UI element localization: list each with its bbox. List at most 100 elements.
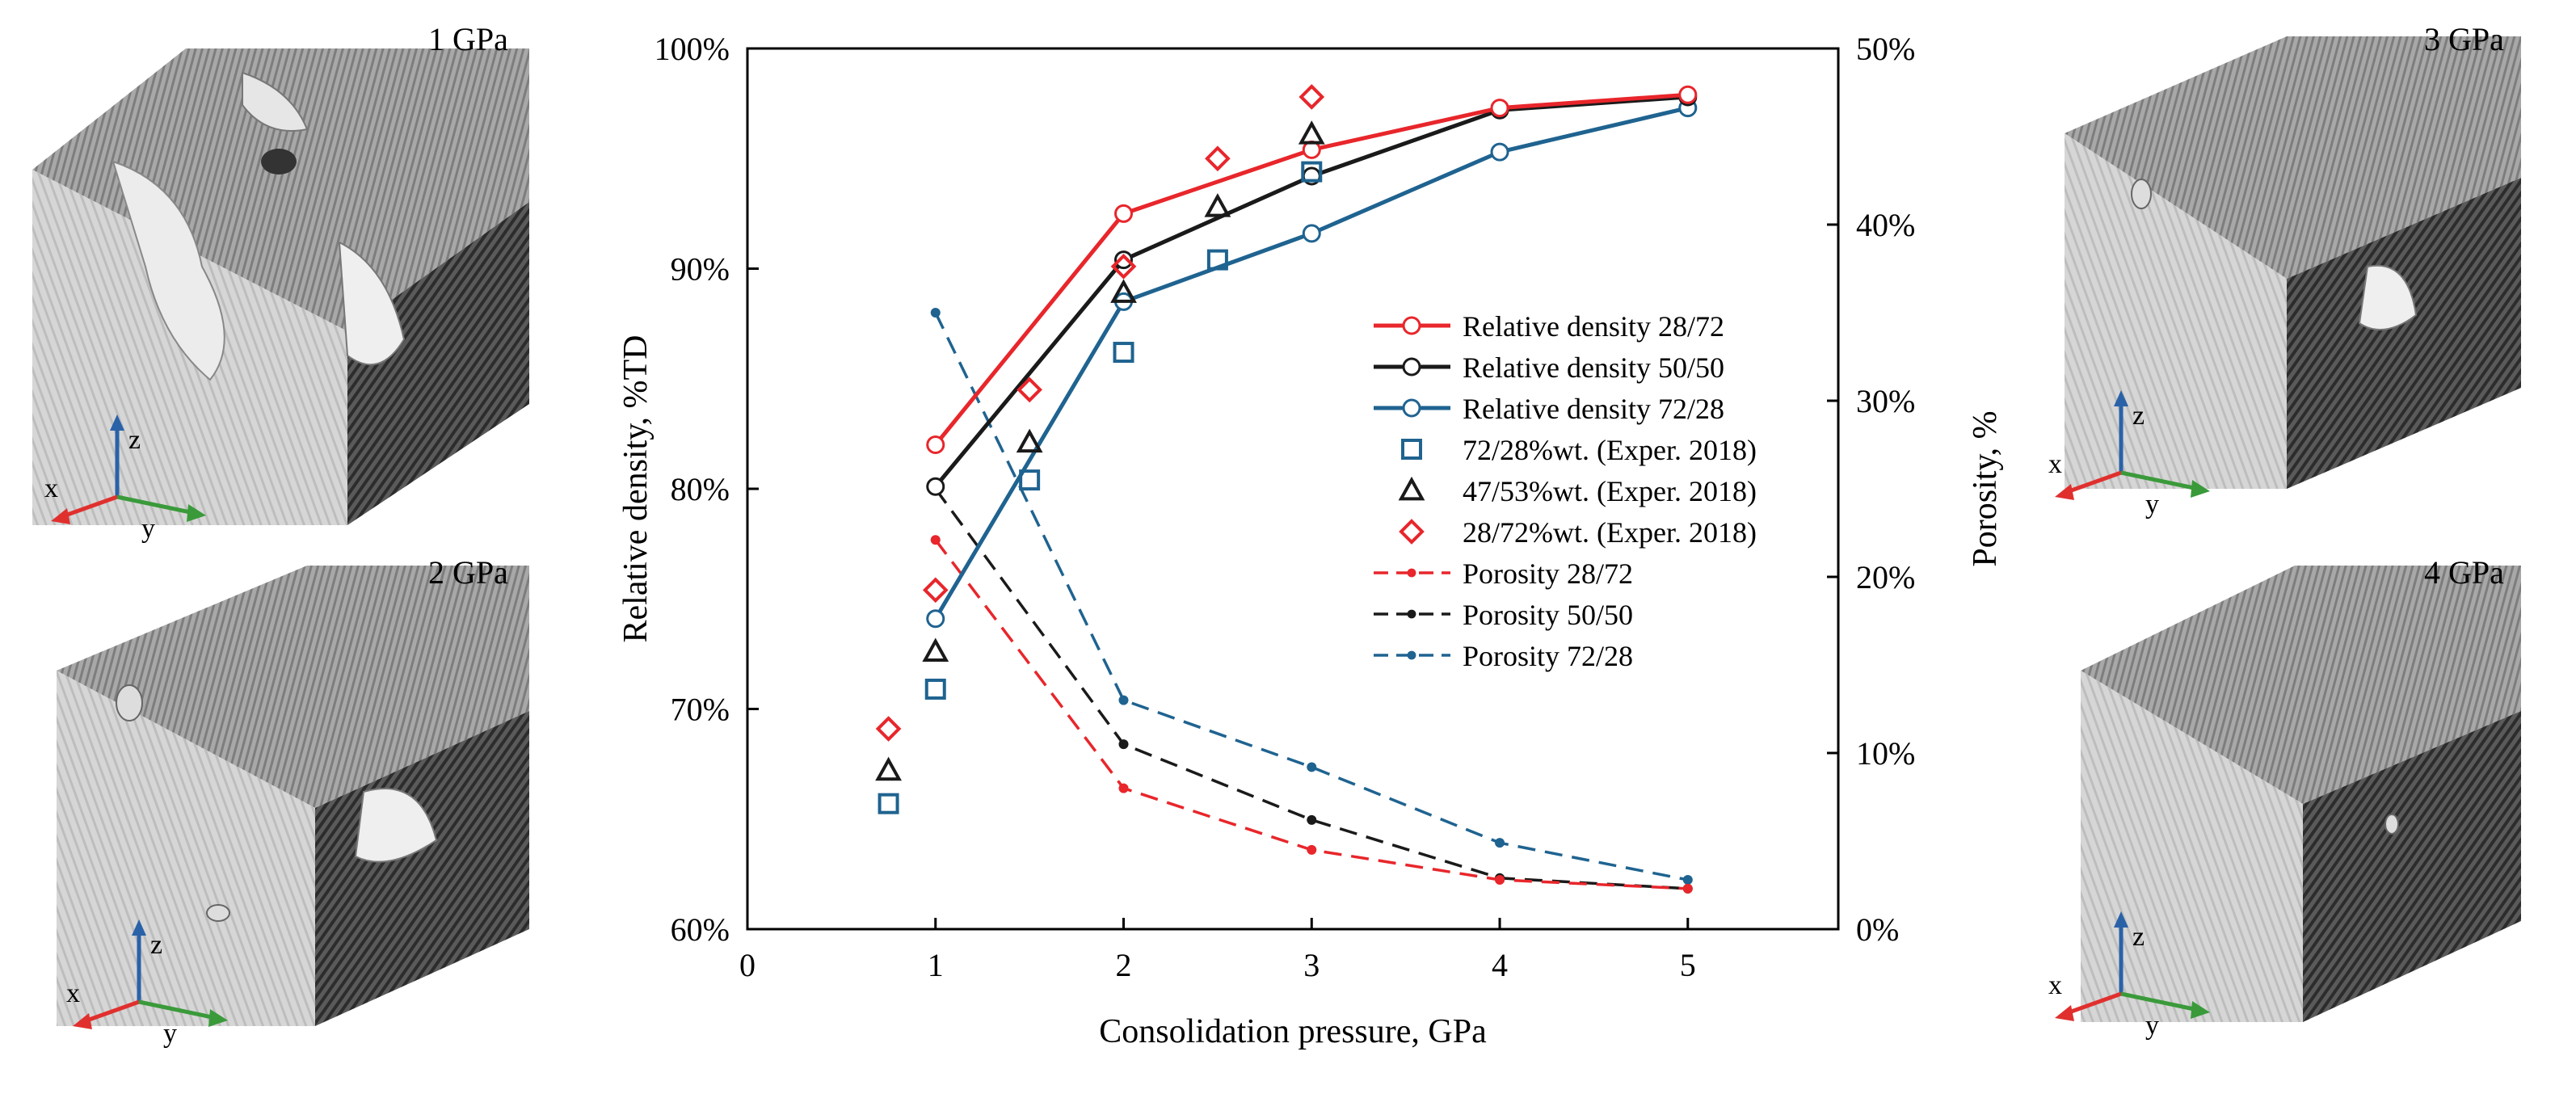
data-point	[875, 756, 902, 781]
legend-label: 47/53%wt. (Exper. 2018)	[1463, 475, 1757, 507]
axis-x-label: x	[2048, 970, 2062, 1000]
data-point	[924, 678, 946, 700]
data-point	[1019, 469, 1041, 491]
cube-image	[2065, 36, 2521, 489]
y-tick-labels: 60% 70% 80% 90% 100%	[655, 31, 730, 948]
data-point	[1407, 568, 1416, 578]
y-tick-label: 70%	[671, 692, 730, 728]
data-point	[1682, 874, 1693, 885]
axis-x-label: x	[2048, 449, 2062, 479]
axis-ticks	[746, 47, 1838, 931]
x-tick-label: 0	[739, 947, 756, 983]
y2-tick-labels: 0% 10% 20% 30% 40% 50%	[1856, 31, 1915, 948]
data-point	[1118, 783, 1129, 793]
cube-image	[32, 48, 529, 525]
axis-y-label: y	[141, 514, 155, 544]
chart: 0 1 2 3 4 5 60% 70% 80% 90% 100% 0% 10% 20% 30% 40% 50…	[617, 31, 2004, 1050]
legend-item: Relative density 72/28	[1374, 393, 1724, 425]
data-point	[1490, 99, 1509, 118]
legend-item: Porosity 50/50	[1374, 599, 1633, 631]
y-tick-label: 100%	[655, 31, 730, 67]
y-tick-label: 60%	[671, 911, 730, 948]
legend-item: Porosity 28/72	[1374, 557, 1633, 590]
data-point	[1017, 377, 1042, 403]
legend-label: Relative density 50/50	[1463, 351, 1724, 384]
data-point	[1302, 224, 1321, 243]
series-line	[934, 312, 1689, 881]
legend-label: Porosity 72/28	[1463, 640, 1633, 672]
series-line	[934, 539, 1688, 890]
series-72-28-wt-exper-2018-	[878, 161, 1323, 814]
series-layer	[875, 84, 1698, 894]
axis-triad: z x y	[66, 919, 228, 1049]
axis-x-label: x	[66, 978, 80, 1008]
data-point	[1205, 145, 1231, 172]
axis-triad: z x y	[44, 414, 206, 544]
y2-tick-label: 40%	[1856, 207, 1915, 243]
y2-tick-label: 20%	[1856, 559, 1915, 595]
data-point	[1206, 249, 1228, 271]
data-point	[1495, 874, 1505, 885]
panel-1gpa: 1 GPa z x y	[32, 21, 529, 544]
series-relative-density-72-28	[926, 99, 1698, 629]
data-point	[922, 637, 949, 663]
legend-item: Relative density 50/50	[1374, 351, 1724, 384]
data-point	[1299, 84, 1325, 110]
panel-3gpa: 3 GPa z x y	[2048, 21, 2521, 520]
data-point	[926, 609, 945, 629]
x-tick-label: 2	[1116, 947, 1132, 983]
legend-item: 72/28%wt. (Exper. 2018)	[1401, 434, 1757, 466]
legend-label: 28/72%wt. (Exper. 2018)	[1463, 516, 1757, 549]
axis-z-label: z	[2132, 401, 2145, 431]
panel-2gpa: 2 GPa z x y	[57, 554, 529, 1049]
legend: Relative density 28/72 Relative density 5…	[1374, 310, 1757, 672]
axis-z-label: z	[2132, 922, 2145, 952]
cube-image	[2081, 566, 2521, 1022]
series-47-53-wt-exper-2018-	[875, 120, 1325, 781]
data-point	[930, 308, 941, 318]
data-point	[1307, 844, 1317, 855]
y2-tick-label: 50%	[1856, 31, 1915, 67]
panel-label: 2 GPa	[428, 554, 508, 591]
data-point	[1114, 250, 1134, 270]
data-point	[1401, 439, 1422, 460]
legend-item: Relative density 28/72	[1374, 310, 1724, 343]
data-point	[1110, 279, 1137, 303]
data-point	[926, 435, 945, 454]
data-point	[1307, 814, 1317, 825]
data-point	[1402, 357, 1421, 377]
y2-tick-label: 0%	[1856, 911, 1899, 948]
data-point	[1495, 838, 1505, 848]
x-tick-label: 5	[1680, 947, 1696, 983]
x-tick-label: 4	[1492, 947, 1508, 983]
axis-z-label: z	[150, 930, 162, 960]
series-28-72-wt-exper-2018-	[875, 84, 1325, 742]
data-point	[1016, 428, 1043, 453]
x-tick-label: 1	[928, 947, 944, 983]
panel-4gpa: 4 GPa z x y	[2048, 554, 2521, 1041]
legend-label: 72/28%wt. (Exper. 2018)	[1463, 434, 1757, 466]
axis-triad: z x y	[2048, 911, 2210, 1041]
x-tick-labels: 0 1 2 3 4 5	[739, 947, 1696, 983]
data-point	[1307, 762, 1317, 772]
data-point	[1399, 519, 1425, 545]
y-tick-label: 90%	[671, 251, 730, 288]
axis-triad: z x y	[2048, 390, 2210, 520]
panel-label: 4 GPa	[2424, 554, 2504, 591]
series-relative-density-28-72	[926, 85, 1698, 454]
axis-z-label: z	[128, 425, 141, 455]
data-point	[1402, 398, 1421, 418]
legend-label: Relative density 72/28	[1463, 393, 1724, 425]
data-point	[1118, 695, 1129, 705]
data-point	[1402, 316, 1421, 335]
axis-y-label: y	[163, 1019, 177, 1049]
axis-y-label: y	[2145, 490, 2159, 520]
data-point	[1110, 253, 1137, 280]
y-tick-label: 80%	[671, 471, 730, 507]
y2-axis-title: Porosity, %	[1967, 410, 2004, 566]
data-point	[926, 477, 945, 496]
panel-label: 3 GPa	[2424, 21, 2504, 57]
legend-item: 47/53%wt. (Exper. 2018)	[1398, 475, 1757, 507]
legend-item: Porosity 72/28	[1374, 640, 1633, 672]
data-point	[1301, 161, 1323, 183]
